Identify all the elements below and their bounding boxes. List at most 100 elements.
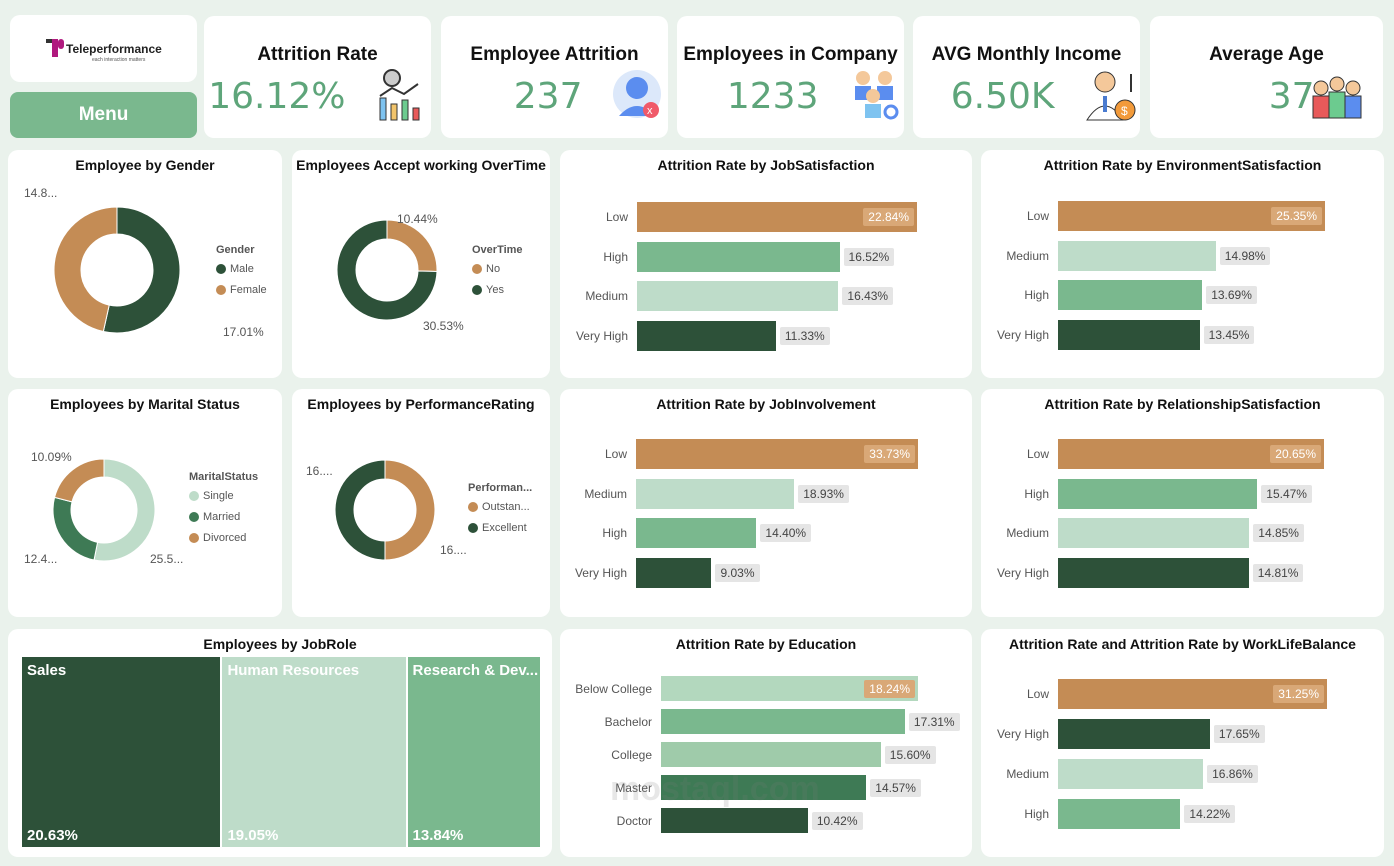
donut-slice-no[interactable]	[386, 219, 438, 273]
bar[interactable]	[1058, 319, 1200, 350]
data-label: 17.31%	[908, 712, 960, 731]
bar[interactable]	[636, 478, 795, 509]
category-label: Low	[1026, 447, 1049, 461]
watermark: mostaql.com	[610, 770, 820, 808]
data-label: 10.42%	[811, 811, 863, 830]
bar[interactable]	[1058, 557, 1249, 588]
bar[interactable]	[1058, 719, 1210, 749]
legend-item[interactable]: Male	[216, 263, 267, 275]
data-label: 17.65%	[1213, 725, 1265, 743]
donut-slice-divorced[interactable]	[53, 458, 105, 503]
data-label: 14.8...	[24, 186, 58, 200]
data-label: 14.98%	[1219, 246, 1271, 265]
donut-chart	[52, 458, 156, 562]
bar[interactable]	[1058, 799, 1181, 829]
legend-item[interactable]: No	[472, 263, 523, 275]
donut-slice-single[interactable]	[93, 458, 156, 562]
category-label: Low	[604, 447, 627, 461]
data-label: 9.03%	[715, 563, 760, 582]
legend-dot	[468, 502, 478, 512]
bar[interactable]	[661, 709, 905, 734]
data-label: 12.4...	[24, 552, 58, 566]
bar[interactable]	[661, 808, 808, 833]
data-label: 20.65%	[1270, 445, 1321, 463]
legend-item[interactable]: Excellent	[468, 522, 532, 534]
donut-slice-female[interactable]	[53, 206, 118, 333]
bar[interactable]	[637, 241, 840, 272]
donut-slice-yes[interactable]	[336, 219, 438, 321]
kpi-card: Employees in Company 1233	[677, 16, 904, 138]
bar[interactable]	[661, 775, 867, 800]
treemap-jobrole: Employees by JobRole Sales 20.63% Human Re…	[8, 629, 552, 857]
chart-legend: Gender Male Female	[216, 244, 267, 305]
bar-card-involve: Attrition Rate by JobInvolvement Low 33.73…	[560, 389, 972, 617]
donut-chart	[336, 219, 438, 321]
menu-button[interactable]: Menu	[10, 92, 197, 138]
kpi-card: Average Age 37	[1150, 16, 1383, 138]
bar[interactable]	[1058, 280, 1203, 310]
category-label: Master	[615, 780, 652, 795]
bar[interactable]	[661, 742, 881, 767]
category-label: Very High	[996, 727, 1049, 741]
donut-chart	[53, 206, 181, 334]
legend-item[interactable]: Single	[189, 490, 258, 502]
svg-text:x: x	[647, 105, 653, 117]
donut-slice-married[interactable]	[52, 496, 99, 561]
donut-slice-outstan[interactable]	[384, 459, 436, 561]
bar[interactable]	[1058, 518, 1250, 548]
bar[interactable]	[637, 320, 776, 351]
donut-card-gender: Employee by Gender 17.01% 14.8... Gender Mal…	[8, 150, 282, 378]
chart-title: Employees Accept working OverTime	[296, 157, 546, 173]
treemap-tile[interactable]: Research & Dev... 13.84%	[407, 657, 540, 847]
kpi-title: Employee Attrition	[470, 44, 639, 65]
bar[interactable]	[1058, 478, 1258, 509]
bar[interactable]	[1058, 759, 1204, 789]
kpi-title: Employees in Company	[683, 44, 898, 65]
data-label: 18.24%	[864, 679, 915, 698]
chart-title: Attrition Rate by Education	[675, 636, 857, 652]
legend-label: Married	[203, 511, 241, 523]
kpi-card: Employee Attrition 237 x	[441, 16, 668, 138]
data-label: 13.45%	[1203, 325, 1255, 344]
svg-text:$: $	[1121, 104, 1128, 118]
kpi-value: 37	[1268, 76, 1315, 117]
employee-leave-icon: x	[611, 66, 667, 122]
kpi-title: Attrition Rate	[257, 44, 378, 65]
legend-item[interactable]: Divorced	[189, 532, 258, 544]
bar[interactable]	[637, 281, 839, 311]
bar-card-relation: Attrition Rate by RelationshipSatisfacti…	[981, 389, 1384, 617]
donut-slice-excellent[interactable]	[334, 459, 386, 561]
bar-card-env: Attrition Rate by EnvironmentSatisfactio…	[981, 150, 1384, 378]
donut-slice-male[interactable]	[102, 206, 181, 334]
tile-name: Research & Dev...	[412, 662, 539, 679]
tile-value: 20.63%	[27, 827, 78, 844]
legend-item[interactable]: Outstan...	[468, 501, 532, 513]
data-label: 14.85%	[1253, 524, 1304, 542]
chart-legend: OverTime No Yes	[472, 244, 523, 305]
category-label: High	[1024, 486, 1049, 501]
legend-label: Male	[230, 263, 254, 275]
kpi-value: 237	[513, 76, 583, 117]
legend-title: Performan...	[468, 482, 533, 494]
bar[interactable]	[636, 557, 712, 588]
kpi-value: 6.50K	[950, 76, 1055, 117]
legend-item[interactable]: Female	[216, 284, 267, 296]
category-label: Very High	[574, 565, 627, 580]
treemap-tile[interactable]: Sales 20.63%	[22, 657, 221, 847]
bar[interactable]	[636, 518, 757, 548]
data-label: 14.40%	[760, 524, 812, 542]
category-label: Doctor	[616, 813, 652, 828]
bar[interactable]	[1058, 240, 1216, 271]
legend-item[interactable]: Yes	[472, 284, 523, 296]
legend-label: Outstan...	[482, 501, 530, 513]
tile-value: 13.84%	[412, 827, 464, 844]
chart-title: Employees by JobRole	[203, 636, 357, 652]
legend-item[interactable]: Married	[189, 511, 258, 523]
category-label: High	[1024, 807, 1049, 821]
category-label: Medium	[1006, 767, 1049, 781]
legend-dot	[472, 285, 482, 295]
legend-dot	[216, 264, 226, 274]
data-label: 16....	[306, 464, 333, 478]
category-label: Very High	[575, 328, 628, 343]
treemap-tile[interactable]: Human Resources 19.05%	[222, 657, 406, 847]
